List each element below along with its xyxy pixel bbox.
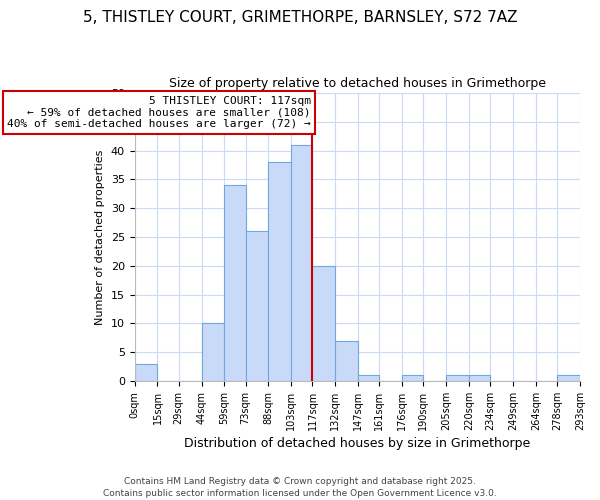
Bar (469, 375, 490, 381)
Bar (313, 266, 335, 381)
Bar (245, 231, 268, 381)
Bar (557, 375, 580, 381)
Bar (134, 364, 157, 381)
Text: 5, THISTLEY COURT, GRIMETHORPE, BARNSLEY, S72 7AZ: 5, THISTLEY COURT, GRIMETHORPE, BARNSLEY… (83, 10, 517, 25)
Title: Size of property relative to detached houses in Grimethorpe: Size of property relative to detached ho… (169, 78, 546, 90)
Text: Contains HM Land Registry data © Crown copyright and database right 2025.
Contai: Contains HM Land Registry data © Crown c… (103, 476, 497, 498)
Bar (335, 340, 358, 381)
Bar (291, 145, 313, 381)
Text: 5 THISTLEY COURT: 117sqm
← 59% of detached houses are smaller (108)
40% of semi-: 5 THISTLEY COURT: 117sqm ← 59% of detach… (7, 96, 311, 129)
Bar (358, 375, 379, 381)
X-axis label: Distribution of detached houses by size in Grimethorpe: Distribution of detached houses by size … (184, 437, 530, 450)
Y-axis label: Number of detached properties: Number of detached properties (95, 150, 105, 324)
Bar (446, 375, 469, 381)
Bar (224, 185, 245, 381)
Bar (202, 324, 224, 381)
Bar (402, 375, 424, 381)
Bar (268, 162, 291, 381)
